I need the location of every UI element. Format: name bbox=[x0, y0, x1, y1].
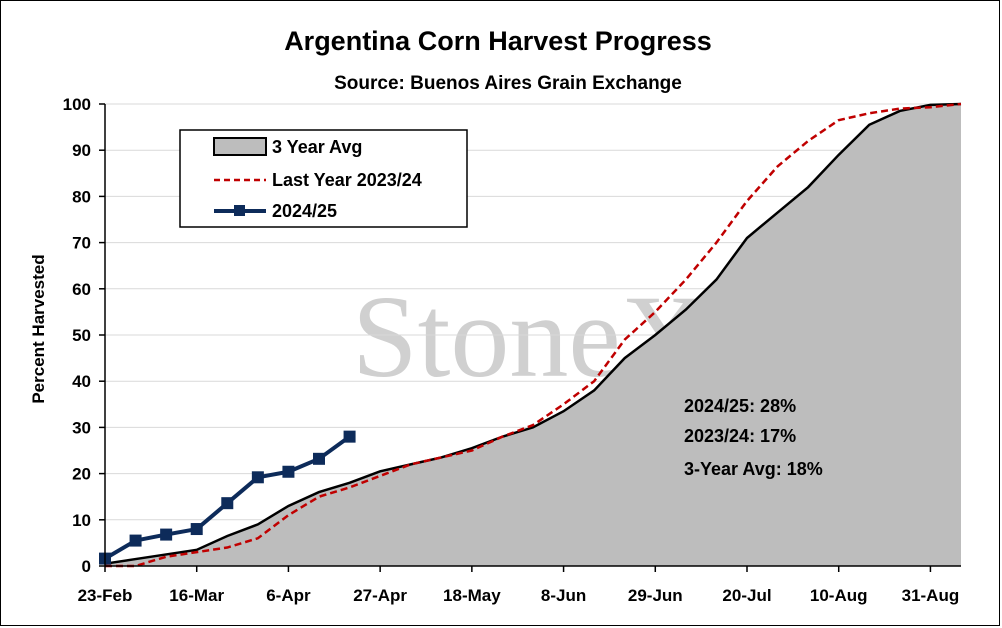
y-tick-label-60: 60 bbox=[72, 280, 91, 299]
point-2024-25-1 bbox=[129, 534, 142, 547]
x-tick-label-18-May: 18-May bbox=[443, 586, 501, 605]
y-tick-label-80: 80 bbox=[72, 187, 91, 206]
line-3yr-avg bbox=[104, 102, 962, 565]
annotation-3yr-avg: 3-Year Avg: 18% bbox=[684, 459, 823, 479]
x-tick-label-16-Mar: 16-Mar bbox=[169, 586, 224, 605]
y-tick-label-30: 30 bbox=[72, 418, 91, 437]
point-2024-25-7 bbox=[313, 452, 325, 465]
x-tick-label-6-Apr: 6-Apr bbox=[266, 586, 311, 605]
y-axis-label: Percent Harvested bbox=[29, 254, 48, 403]
y-tick-label-100: 100 bbox=[63, 95, 91, 114]
point-2024-25-6 bbox=[282, 465, 295, 478]
x-tick-label-20-Jul: 20-Jul bbox=[722, 586, 771, 605]
y-tick-label-90: 90 bbox=[72, 141, 91, 160]
legend-label-last-year: Last Year 2023/24 bbox=[272, 170, 422, 190]
x-tick-label-23-Feb: 23-Feb bbox=[78, 586, 133, 605]
legend-swatch-3yr-avg bbox=[213, 137, 267, 156]
legend-label-3yr-avg: 3 Year Avg bbox=[272, 137, 362, 157]
y-tick-label-70: 70 bbox=[72, 234, 91, 253]
x-tick-label-31-Aug: 31-Aug bbox=[902, 586, 960, 605]
point-2024-25-2 bbox=[160, 528, 173, 541]
x-tick-label-29-Jun: 29-Jun bbox=[628, 586, 683, 605]
x-tick-label-8-Jun: 8-Jun bbox=[541, 586, 586, 605]
point-2024-25-3 bbox=[190, 523, 203, 536]
legend: 3 Year Avg Last Year 2023/24 2024/25 bbox=[179, 129, 468, 228]
annotation-2024-25: 2024/25: 28% bbox=[684, 396, 796, 416]
y-tick-label-40: 40 bbox=[72, 372, 91, 391]
y-tick-label-10: 10 bbox=[72, 511, 91, 530]
line-last-year bbox=[105, 102, 962, 568]
x-tick-label-27-Apr: 27-Apr bbox=[353, 586, 407, 605]
y-tick-label-20: 20 bbox=[72, 465, 91, 484]
area-3yr-avg bbox=[105, 104, 961, 566]
y-tick-label-0: 0 bbox=[82, 557, 91, 576]
x-tick-label-10-Aug: 10-Aug bbox=[810, 586, 868, 605]
point-2024-25-5 bbox=[251, 471, 264, 484]
point-2024-25-4 bbox=[221, 497, 234, 510]
point-2024-25-8 bbox=[343, 430, 356, 443]
y-tick-label-50: 50 bbox=[72, 326, 91, 345]
legend-label-current: 2024/25 bbox=[272, 201, 337, 221]
chart-subtitle: Source: Buenos Aires Grain Exchange bbox=[334, 73, 682, 94]
legend-marker-current bbox=[234, 205, 245, 216]
chart-title: Argentina Corn Harvest Progress bbox=[284, 26, 712, 56]
annotation-2023-24: 2023/24: 17% bbox=[684, 426, 796, 446]
